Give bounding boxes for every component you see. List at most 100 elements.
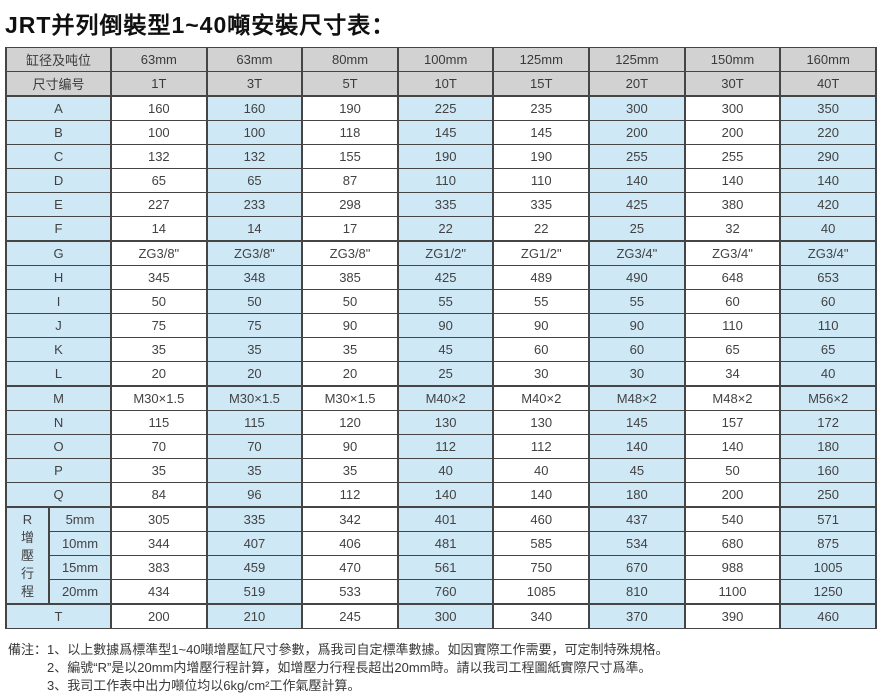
row-label: M — [4, 385, 113, 411]
value-cell: 648 — [683, 265, 782, 290]
value-cell: 20 — [110, 361, 208, 387]
value-cell: 140 — [588, 168, 686, 193]
value-cell: 425 — [396, 265, 495, 290]
value-cell: 140 — [779, 168, 877, 193]
value-cell: 75 — [205, 313, 304, 338]
header-diameter-cell: 80mm — [301, 47, 399, 72]
value-cell: 140 — [683, 434, 782, 459]
value-cell: 40 — [492, 458, 591, 483]
value-cell: 50 — [110, 289, 208, 314]
value-cell: 35 — [110, 458, 208, 483]
value-cell: 60 — [683, 289, 782, 314]
value-cell: 112 — [301, 482, 399, 508]
value-cell: ZG3/8" — [301, 240, 399, 266]
value-cell: 200 — [110, 603, 208, 629]
value-cell: 112 — [396, 434, 495, 459]
value-cell: 130 — [492, 410, 591, 435]
row-label: E — [4, 192, 113, 217]
value-cell: 130 — [396, 410, 495, 435]
value-cell: 210 — [205, 603, 304, 629]
header-tonnage-cell: 1T — [110, 71, 208, 97]
value-cell: 30 — [492, 361, 591, 387]
value-cell: ZG3/4" — [588, 240, 686, 266]
value-cell: 470 — [301, 555, 399, 580]
row-label: N — [4, 410, 113, 435]
value-cell: 1005 — [779, 555, 877, 580]
notes-prefix: 備注： — [8, 642, 48, 657]
value-cell: 160 — [110, 95, 208, 121]
value-cell: M40×2 — [492, 385, 591, 411]
value-cell: 335 — [396, 192, 495, 217]
value-cell: 245 — [301, 603, 399, 629]
row-label: K — [4, 337, 113, 362]
value-cell: 533 — [301, 579, 399, 605]
value-cell: 100 — [205, 120, 304, 145]
header-diameter-cell: 63mm — [110, 47, 208, 72]
value-cell: 190 — [301, 95, 399, 121]
value-cell: 340 — [492, 603, 591, 629]
value-cell: 348 — [205, 265, 304, 290]
value-cell: 110 — [683, 313, 782, 338]
value-cell: 345 — [110, 265, 208, 290]
value-cell: 172 — [779, 410, 877, 435]
value-cell: 200 — [683, 120, 782, 145]
notes-lines: 1、以上數據爲標準型1~40噸增壓缸尺寸參數，爲我司自定標準數據。如因實際工作需… — [47, 641, 669, 695]
value-cell: 110 — [779, 313, 877, 338]
table-body: A 160 160 190 225 235 300 300 350 B 100 100 118 145 14… — [4, 95, 877, 629]
stroke-sub-label: 20mm — [47, 579, 113, 605]
stroke-sub-label: 10mm — [47, 531, 113, 556]
value-cell: 680 — [683, 531, 782, 556]
value-cell: 100 — [110, 120, 208, 145]
value-cell: M40×2 — [396, 385, 495, 411]
value-cell: 155 — [301, 144, 399, 169]
value-cell: 40 — [396, 458, 495, 483]
value-cell: 70 — [205, 434, 304, 459]
row-label: C — [4, 144, 113, 169]
note-line: 3、我司工作表中出力噸位均以6kg/cm²工作氣壓計算。 — [47, 678, 361, 693]
value-cell: 988 — [683, 555, 782, 580]
value-cell: 118 — [301, 120, 399, 145]
value-cell: 45 — [396, 337, 495, 362]
row-label: P — [4, 458, 113, 483]
value-cell: 383 — [110, 555, 208, 580]
value-cell: 140 — [396, 482, 495, 508]
value-cell: 140 — [492, 482, 591, 508]
value-cell: 561 — [396, 555, 495, 580]
value-cell: 335 — [492, 192, 591, 217]
value-cell: 300 — [588, 95, 686, 121]
value-cell: 875 — [779, 531, 877, 556]
value-cell: M30×1.5 — [301, 385, 399, 411]
row-label: Q — [4, 482, 113, 508]
value-cell: 14 — [110, 216, 208, 242]
value-cell: 190 — [492, 144, 591, 169]
value-cell: 300 — [683, 95, 782, 121]
value-cell: 22 — [396, 216, 495, 242]
row-label: J — [4, 313, 113, 338]
value-cell: 290 — [779, 144, 877, 169]
header-tonnage-cell: 3T — [205, 71, 304, 97]
value-cell: 585 — [492, 531, 591, 556]
value-cell: 34 — [683, 361, 782, 387]
value-cell: M56×2 — [779, 385, 877, 411]
value-cell: 420 — [779, 192, 877, 217]
value-cell: 406 — [301, 531, 399, 556]
value-cell: 160 — [205, 95, 304, 121]
value-cell: 45 — [588, 458, 686, 483]
value-cell: 32 — [683, 216, 782, 242]
value-cell: 434 — [110, 579, 208, 605]
value-cell: 25 — [396, 361, 495, 387]
stroke-sub-label: 15mm — [47, 555, 113, 580]
row-label: H — [4, 265, 113, 290]
value-cell: 70 — [110, 434, 208, 459]
value-cell: 190 — [396, 144, 495, 169]
note-line: 2、編號“R”是以20mm内增壓行程計算，如增壓力行程長超出20mm時。請以我司… — [47, 660, 652, 675]
value-cell: 1100 — [683, 579, 782, 605]
header-diameter-cell: 100mm — [396, 47, 495, 72]
value-cell: 250 — [779, 482, 877, 508]
value-cell: 344 — [110, 531, 208, 556]
value-cell: ZG1/2" — [396, 240, 495, 266]
value-cell: 115 — [110, 410, 208, 435]
header-row2-label: 尺寸编号 — [4, 71, 113, 97]
value-cell: 180 — [779, 434, 877, 459]
